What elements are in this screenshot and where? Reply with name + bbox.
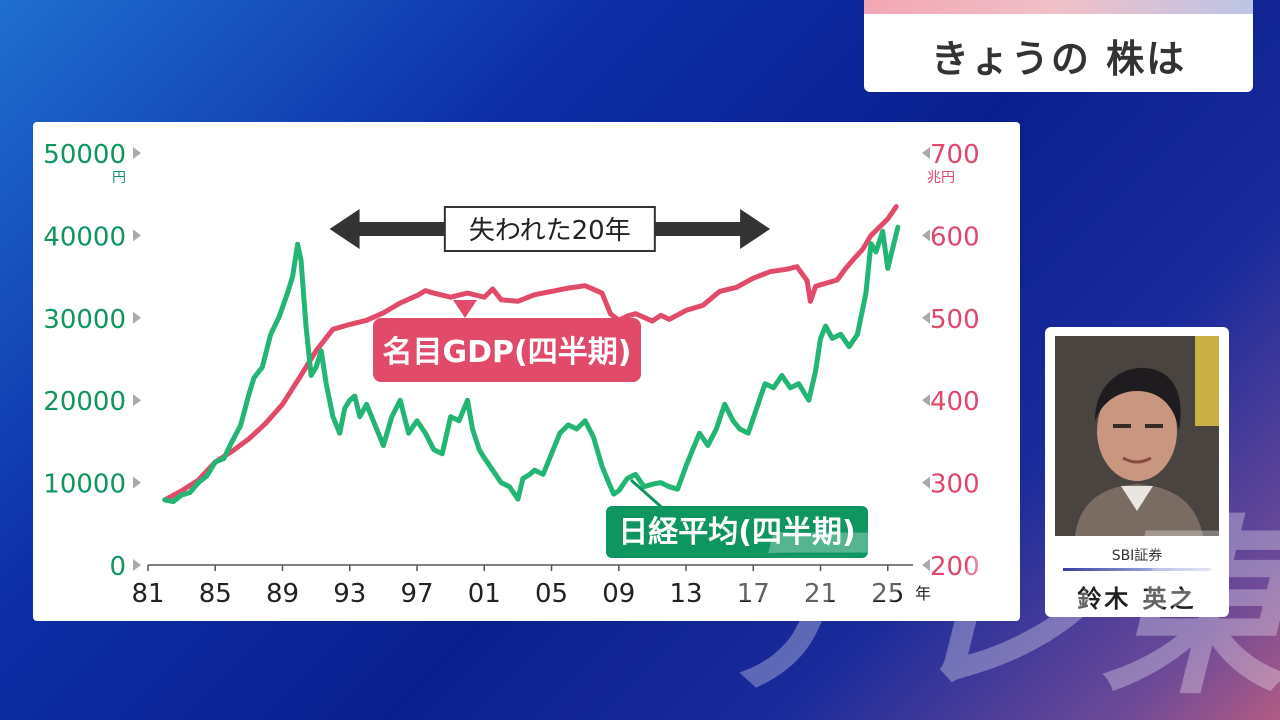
y-left-tick-label: 10000: [43, 470, 126, 500]
x-tick-label: 97: [400, 579, 433, 609]
channel-watermark: テレ東: [700, 500, 1280, 720]
gdp-series-label: 名目GDP(四半期): [383, 335, 632, 370]
y-left-tick-marker: [133, 311, 141, 324]
nikkei-series-label: 日経平均(四半期): [618, 515, 855, 550]
speaker-company: SBI証券: [1111, 548, 1163, 564]
y-right-tick-marker: [922, 559, 930, 571]
y-left-tick-marker: [133, 147, 141, 159]
x-tick-label: 01: [468, 579, 501, 609]
lost-decades-label-box: [443, 206, 656, 252]
y-right-tick-label: 600: [930, 222, 980, 252]
y-right-tick-marker: [922, 229, 930, 242]
gdp-label-box: [373, 318, 641, 382]
y-right-tick-marker: [922, 147, 930, 159]
gdp-series-line: [162, 204, 899, 503]
y-left-tick-label: 40000: [43, 222, 126, 252]
y-right-tick-label: 300: [930, 470, 980, 500]
y-right-tick-marker: [922, 476, 930, 489]
speaker-photo: [1055, 336, 1219, 536]
x-tick-label: 25: [871, 579, 904, 609]
speaker-name: 鈴木 英之: [1077, 585, 1197, 613]
x-tick-label: 21: [804, 579, 837, 609]
x-tick-label: 13: [669, 579, 702, 609]
y-right-unit: 兆円: [927, 170, 955, 186]
y-right-tick-marker: [922, 311, 930, 324]
y-right-tick-marker: [922, 394, 930, 407]
y-right-tick-label: 200: [930, 552, 980, 582]
y-left-unit: 円: [112, 170, 126, 186]
nikkei-label-box: [606, 506, 868, 558]
lost-decades-label: 失われた20年: [469, 216, 631, 246]
x-tick-label: 09: [602, 579, 635, 609]
x-tick-label: 81: [131, 579, 164, 609]
title-accent-strip: [864, 0, 1253, 14]
y-left-tick-label: 20000: [43, 387, 126, 417]
y-left-tick-marker: [133, 476, 141, 489]
speaker-card: SBI証券 鈴木 英之: [1045, 327, 1229, 617]
y-left-tick-label: 50000: [43, 140, 126, 170]
chart-panel: 0 10000 20000 30000 40000 50000 円 200 300 400 500 6…: [33, 122, 1020, 621]
y-left-tick-marker: [133, 394, 141, 407]
y-right-tick-label: 700: [930, 140, 980, 170]
x-axis-unit: 年: [915, 584, 931, 603]
y-right-tick-label: 400: [930, 387, 980, 417]
title-card: きょうの 株は: [864, 0, 1253, 92]
x-tick-label: 05: [535, 579, 568, 609]
x-tick-label: 89: [266, 579, 299, 609]
nikkei-series-line: [162, 224, 901, 505]
name-underline: [1063, 568, 1211, 571]
x-tick-label: 17: [737, 579, 770, 609]
y-left-tick-label: 0: [109, 552, 126, 582]
gdp-label-pointer: [453, 300, 477, 318]
y-left-tick-label: 30000: [43, 305, 126, 335]
y-left-tick-marker: [133, 229, 141, 242]
program-title: きょうの 株は: [930, 37, 1187, 81]
y-left-tick-marker: [133, 559, 141, 571]
y-right-tick-label: 500: [930, 305, 980, 335]
x-tick-label: 85: [199, 579, 232, 609]
x-tick-label: 93: [333, 579, 366, 609]
